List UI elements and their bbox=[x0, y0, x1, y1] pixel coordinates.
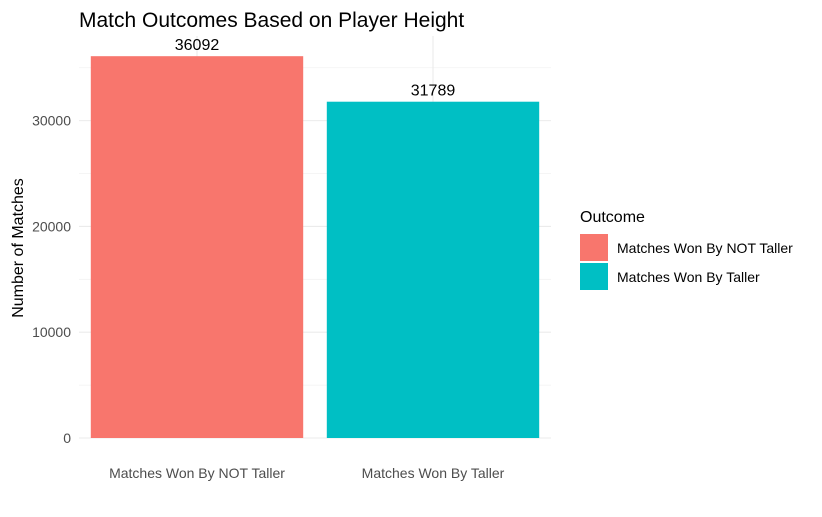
legend-key bbox=[580, 234, 608, 261]
y-axis-title: Number of Matches bbox=[10, 178, 27, 318]
legend-key bbox=[580, 263, 608, 290]
data-label: 36092 bbox=[175, 37, 220, 54]
axes: 0 10000 20000 30000 Matches Won By NOT Talle… bbox=[32, 113, 505, 481]
bar bbox=[326, 101, 540, 438]
legend: Outcome Matches Won By NOT Taller Matches… bbox=[580, 209, 793, 290]
legend-label: Matches Won By NOT Taller bbox=[617, 240, 793, 256]
data-label: 31789 bbox=[411, 83, 456, 100]
data-labels: 36092 31789 bbox=[175, 37, 456, 100]
bars bbox=[90, 56, 540, 438]
x-tick-label: Matches Won By Taller bbox=[362, 465, 505, 481]
legend-label: Matches Won By Taller bbox=[617, 269, 760, 285]
y-tick-label: 30000 bbox=[32, 113, 71, 129]
chart-title: Match Outcomes Based on Player Height bbox=[79, 9, 464, 32]
y-tick-label: 10000 bbox=[32, 324, 71, 340]
legend-title: Outcome bbox=[580, 209, 645, 226]
x-tick-label: Matches Won By NOT Taller bbox=[109, 465, 285, 481]
bar bbox=[90, 56, 304, 438]
y-tick-label: 20000 bbox=[32, 218, 71, 234]
y-tick-label: 0 bbox=[63, 430, 71, 446]
